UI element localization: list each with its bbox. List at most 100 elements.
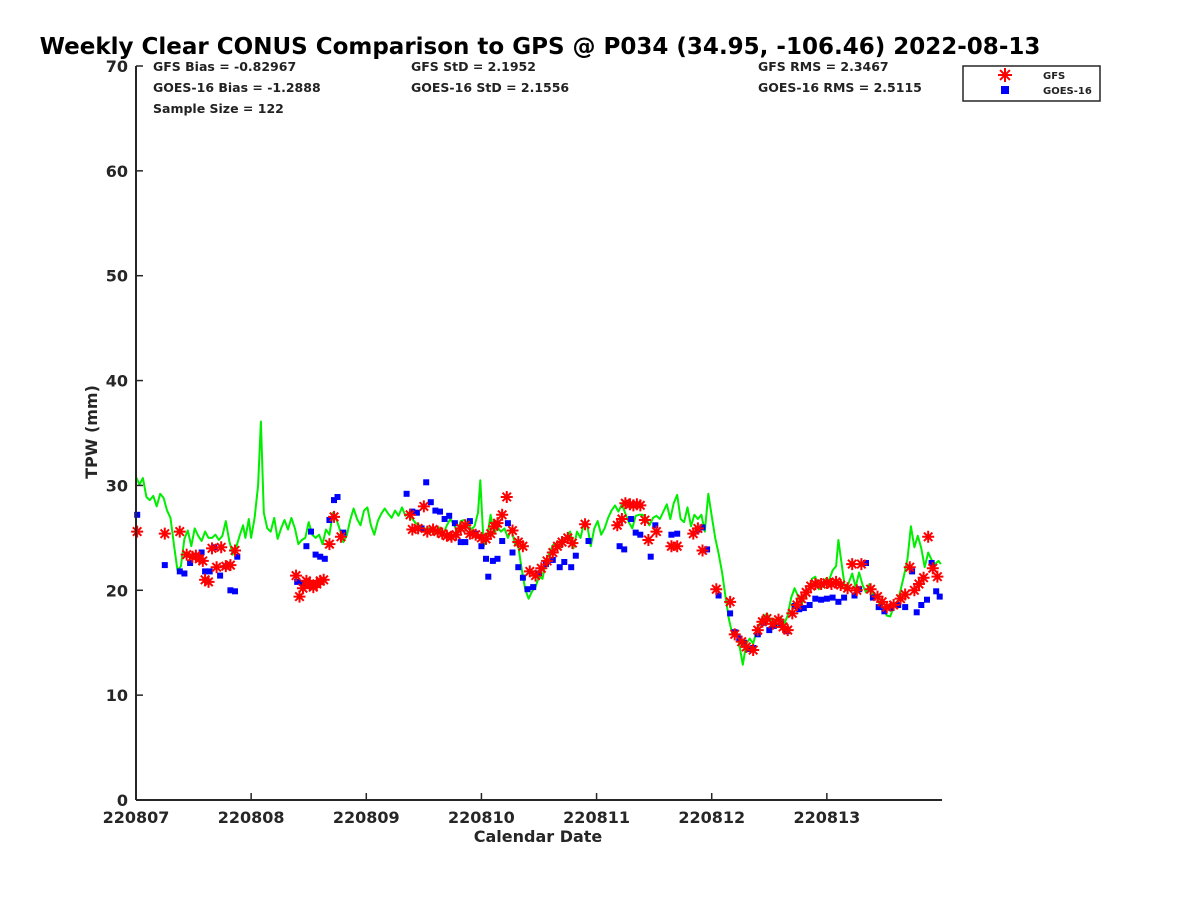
gfs-point <box>158 527 171 540</box>
goes-16-point <box>489 557 496 564</box>
gfs-point <box>815 577 828 590</box>
goes-16-point <box>308 528 314 535</box>
goes-16-point <box>161 562 168 569</box>
y-tick-label: 40 <box>106 372 128 391</box>
gfs-std-stat: GFS StD = 2.1952 <box>411 59 536 74</box>
gfs-point <box>894 592 907 605</box>
goes-16-point <box>909 568 916 575</box>
goes-16-point <box>812 595 819 602</box>
goes-16-point <box>524 586 531 593</box>
gfs-point <box>566 537 579 550</box>
goes-16-point <box>198 549 205 556</box>
gfs-point <box>696 544 709 557</box>
goes-16-point <box>466 518 473 525</box>
gfs-point <box>296 582 309 595</box>
goes-16-point <box>427 499 434 506</box>
sample-size-stat: Sample Size = 122 <box>153 101 284 116</box>
goes-16-point <box>334 494 341 500</box>
goes-16-point <box>674 530 681 537</box>
gfs-point <box>496 508 509 521</box>
goes-16-point <box>485 573 492 580</box>
gfs-point <box>180 548 193 561</box>
goes-16-point <box>875 604 882 611</box>
goes-16-point <box>652 522 659 529</box>
gfs-point <box>475 531 488 544</box>
gfs-point <box>431 525 444 538</box>
gfs-point <box>876 595 889 608</box>
gfs-point <box>917 571 930 584</box>
chart-title: Weekly Clear CONUS Comparison to GPS @ P… <box>40 34 1041 60</box>
goes-16-point <box>317 553 324 560</box>
gfs-point <box>412 522 425 535</box>
gfs-point <box>627 499 640 512</box>
gfs-point <box>710 583 723 596</box>
goes-16-point <box>321 555 328 562</box>
goes-16-point <box>668 531 675 538</box>
gfs-point <box>323 538 336 551</box>
goes-16-point <box>312 551 319 558</box>
gfs-point <box>417 500 430 513</box>
gfs-point <box>535 562 548 575</box>
gfs-point <box>820 576 833 589</box>
goes-16-point <box>451 520 458 527</box>
y-tick-label: 10 <box>106 686 128 705</box>
goes-16-point <box>632 529 639 536</box>
gfs-point <box>450 528 463 541</box>
gfs-point <box>740 640 753 653</box>
gfs-point <box>887 598 900 611</box>
y-tick-label: 30 <box>106 476 128 495</box>
gfs-point <box>611 519 624 532</box>
gfs-point <box>850 584 863 597</box>
goes-16-point <box>572 552 579 559</box>
goes-16-point <box>446 512 453 519</box>
gfs-point <box>406 523 419 536</box>
gfs-bias-stat: GFS Bias = -0.82967 <box>153 59 296 74</box>
gfs-point <box>229 544 242 557</box>
goes-16-point <box>519 574 526 581</box>
gfs-point <box>777 620 790 633</box>
goes-16-point <box>933 588 940 595</box>
gfs-point <box>638 514 651 527</box>
gfs-point <box>864 583 877 596</box>
goes-16-point <box>413 509 420 516</box>
x-axis-label: Calendar Date <box>474 827 603 846</box>
gfs-point <box>484 527 497 540</box>
goes-16-point <box>727 610 734 617</box>
gfs-point <box>880 601 893 614</box>
goes-16-point <box>829 594 836 601</box>
gfs-point <box>546 546 559 559</box>
gfs-point <box>202 575 215 588</box>
gfs-rms-stat: GFS RMS = 2.3467 <box>758 59 889 74</box>
gfs-point <box>579 518 592 531</box>
gfs-point <box>512 536 525 549</box>
goes-16-point <box>234 553 241 560</box>
goes-16-point <box>568 564 575 571</box>
gfs-point <box>931 570 944 583</box>
gfs-point <box>846 558 859 571</box>
goes-16-point <box>869 594 876 601</box>
goes-16-point <box>303 543 310 550</box>
gfs-point <box>899 588 912 601</box>
y-axis-label: TPW (mm) <box>82 385 101 479</box>
gfs-point <box>556 536 569 549</box>
gfs-point <box>516 540 529 553</box>
legend-box <box>962 65 1101 102</box>
goes-16-point <box>585 538 592 544</box>
legend-goes-label: GOES-16 <box>1043 86 1092 97</box>
gfs-point <box>314 574 327 587</box>
gfs-point <box>786 607 799 620</box>
gfs-point <box>756 615 769 628</box>
gfs-point <box>841 582 854 595</box>
goes-16-point <box>800 605 807 612</box>
y-tick-label: 60 <box>106 162 128 181</box>
goes-16-point <box>806 602 813 608</box>
gfs-point <box>224 559 237 572</box>
goes-16-point <box>326 517 333 523</box>
goes-16-point <box>478 543 485 550</box>
gfs-point <box>500 490 513 503</box>
gfs-point <box>541 554 554 567</box>
gfs-point <box>491 517 504 530</box>
gfs-point <box>334 530 347 543</box>
gfs-point <box>691 522 704 535</box>
